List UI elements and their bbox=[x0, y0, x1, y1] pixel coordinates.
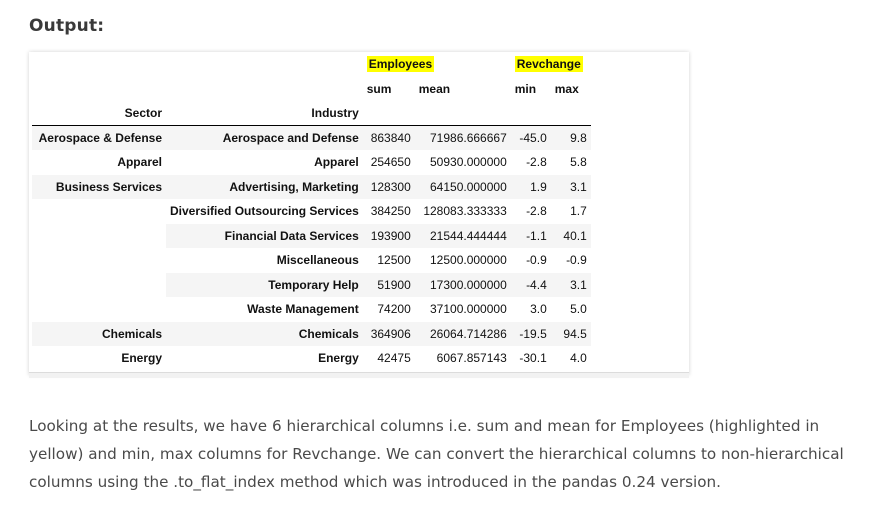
sector-cell: Energy bbox=[32, 346, 166, 371]
mean-cell: 37100.000000 bbox=[430, 302, 507, 317]
sum-cell: 384250 bbox=[370, 204, 411, 219]
sector-cell bbox=[32, 199, 166, 224]
sum-cell: 12500 bbox=[377, 253, 411, 268]
max-cell: 94.5 bbox=[550, 321, 591, 346]
index-name-industry: Industry bbox=[166, 101, 363, 126]
mean-cell: 12500.000000 bbox=[430, 253, 507, 268]
industry-cell: Miscellaneous bbox=[276, 253, 359, 268]
explanation-paragraph: Looking at the results, we have 6 hierar… bbox=[29, 417, 844, 491]
table-row: Apparel Apparel 254650 50930.000000 -2.8… bbox=[32, 150, 591, 175]
mean-cell: 6067.857143 bbox=[436, 351, 507, 366]
table-row: Energy Energy 42475 6067.857143 -30.1 4.… bbox=[32, 346, 591, 371]
blank-header-cell bbox=[166, 77, 363, 102]
blank-header-cell bbox=[32, 52, 166, 77]
mean-cell: 71986.666667 bbox=[414, 125, 511, 150]
table-row: Temporary Help 51900 17300.000000 -4.4 3… bbox=[32, 272, 591, 297]
blank-header-cell bbox=[550, 101, 591, 126]
max-cell: 4.0 bbox=[570, 351, 587, 366]
sub-column-header-row: sum mean min max bbox=[32, 77, 591, 102]
min-cell: -2.8 bbox=[526, 204, 547, 219]
blank-header-cell bbox=[414, 101, 511, 126]
employees-group-label: Employees bbox=[366, 56, 435, 73]
sub-column-sum: sum bbox=[366, 81, 392, 96]
table-row: Business Services Advertising, Marketing… bbox=[32, 174, 591, 199]
mean-cell: 17300.000000 bbox=[414, 272, 511, 297]
min-cell: 1.9 bbox=[510, 174, 551, 199]
sector-cell bbox=[32, 248, 166, 273]
industry-cell: Diversified Outsourcing Services bbox=[170, 204, 359, 219]
index-name-sector: Sector bbox=[32, 101, 166, 126]
min-cell: -45.0 bbox=[510, 125, 551, 150]
column-group-employees: Employees bbox=[363, 52, 511, 77]
column-group-revchange: Revchange bbox=[511, 52, 591, 77]
sum-cell: 254650 bbox=[370, 155, 411, 170]
horizontal-scrollbar[interactable] bbox=[29, 372, 689, 378]
table-row: Chemicals Chemicals 364906 26064.714286 … bbox=[32, 321, 591, 346]
table-row: Financial Data Services 193900 21544.444… bbox=[32, 223, 591, 248]
min-cell: -4.4 bbox=[510, 272, 551, 297]
sector-cell: Business Services bbox=[32, 174, 166, 199]
min-cell: 3.0 bbox=[530, 302, 547, 317]
industry-cell: Chemicals bbox=[166, 321, 363, 346]
dataframe-table: Employees Revchange sum mean min max Sec… bbox=[32, 52, 591, 371]
max-cell: 40.1 bbox=[550, 223, 591, 248]
sum-cell: 51900 bbox=[362, 272, 415, 297]
max-cell: 5.8 bbox=[570, 155, 587, 170]
sub-column-min: min bbox=[514, 81, 537, 96]
min-cell: -0.9 bbox=[526, 253, 547, 268]
industry-cell: Aerospace and Defense bbox=[166, 125, 363, 150]
mean-cell: 50930.000000 bbox=[430, 155, 507, 170]
sum-cell: 193900 bbox=[362, 223, 415, 248]
industry-cell: Energy bbox=[318, 351, 359, 366]
industry-cell: Apparel bbox=[314, 155, 359, 170]
sector-cell bbox=[32, 272, 166, 297]
blank-header-cell bbox=[32, 77, 166, 102]
blank-header-cell bbox=[166, 52, 363, 77]
min-cell: -19.5 bbox=[510, 321, 551, 346]
min-cell: -1.1 bbox=[510, 223, 551, 248]
sub-column-mean: mean bbox=[418, 81, 451, 96]
output-heading: Output: bbox=[29, 16, 105, 36]
industry-cell: Waste Management bbox=[247, 302, 359, 317]
sector-cell bbox=[32, 297, 166, 322]
table-row: Aerospace & Defense Aerospace and Defens… bbox=[32, 125, 591, 150]
blank-header-cell bbox=[362, 101, 415, 126]
max-cell: 5.0 bbox=[570, 302, 587, 317]
max-cell: 3.1 bbox=[550, 174, 591, 199]
max-cell: 3.1 bbox=[550, 272, 591, 297]
mean-cell: 26064.714286 bbox=[414, 321, 511, 346]
dataframe-output-panel: Employees Revchange sum mean min max Sec… bbox=[29, 52, 689, 375]
min-cell: -30.1 bbox=[519, 351, 547, 366]
revchange-group-label: Revchange bbox=[514, 56, 583, 73]
sum-cell: 42475 bbox=[377, 351, 411, 366]
table-row: Waste Management 74200 37100.000000 3.0 … bbox=[32, 297, 591, 322]
industry-cell: Temporary Help bbox=[166, 272, 363, 297]
column-group-header-row: Employees Revchange bbox=[32, 52, 591, 77]
sub-column-max: max bbox=[554, 81, 579, 96]
max-cell: 9.8 bbox=[550, 125, 591, 150]
sum-cell: 74200 bbox=[377, 302, 411, 317]
index-name-row: Sector Industry bbox=[32, 101, 591, 126]
table-row: Miscellaneous 12500 12500.000000 -0.9 -0… bbox=[32, 248, 591, 273]
max-cell: 1.7 bbox=[570, 204, 587, 219]
sector-cell: Aerospace & Defense bbox=[32, 125, 166, 150]
industry-cell: Financial Data Services bbox=[166, 223, 363, 248]
sum-cell: 128300 bbox=[362, 174, 415, 199]
sum-cell: 863840 bbox=[362, 125, 415, 150]
mean-cell: 128083.333333 bbox=[423, 204, 507, 219]
max-cell: -0.9 bbox=[566, 253, 587, 268]
sector-cell: Apparel bbox=[32, 150, 166, 175]
sum-cell: 364906 bbox=[362, 321, 415, 346]
mean-cell: 21544.444444 bbox=[414, 223, 511, 248]
sector-cell: Chemicals bbox=[32, 321, 166, 346]
mean-cell: 64150.000000 bbox=[414, 174, 511, 199]
sector-cell bbox=[32, 223, 166, 248]
table-row: Diversified Outsourcing Services 384250 … bbox=[32, 199, 591, 224]
industry-cell: Advertising, Marketing bbox=[166, 174, 363, 199]
blank-header-cell bbox=[510, 101, 551, 126]
min-cell: -2.8 bbox=[526, 155, 547, 170]
